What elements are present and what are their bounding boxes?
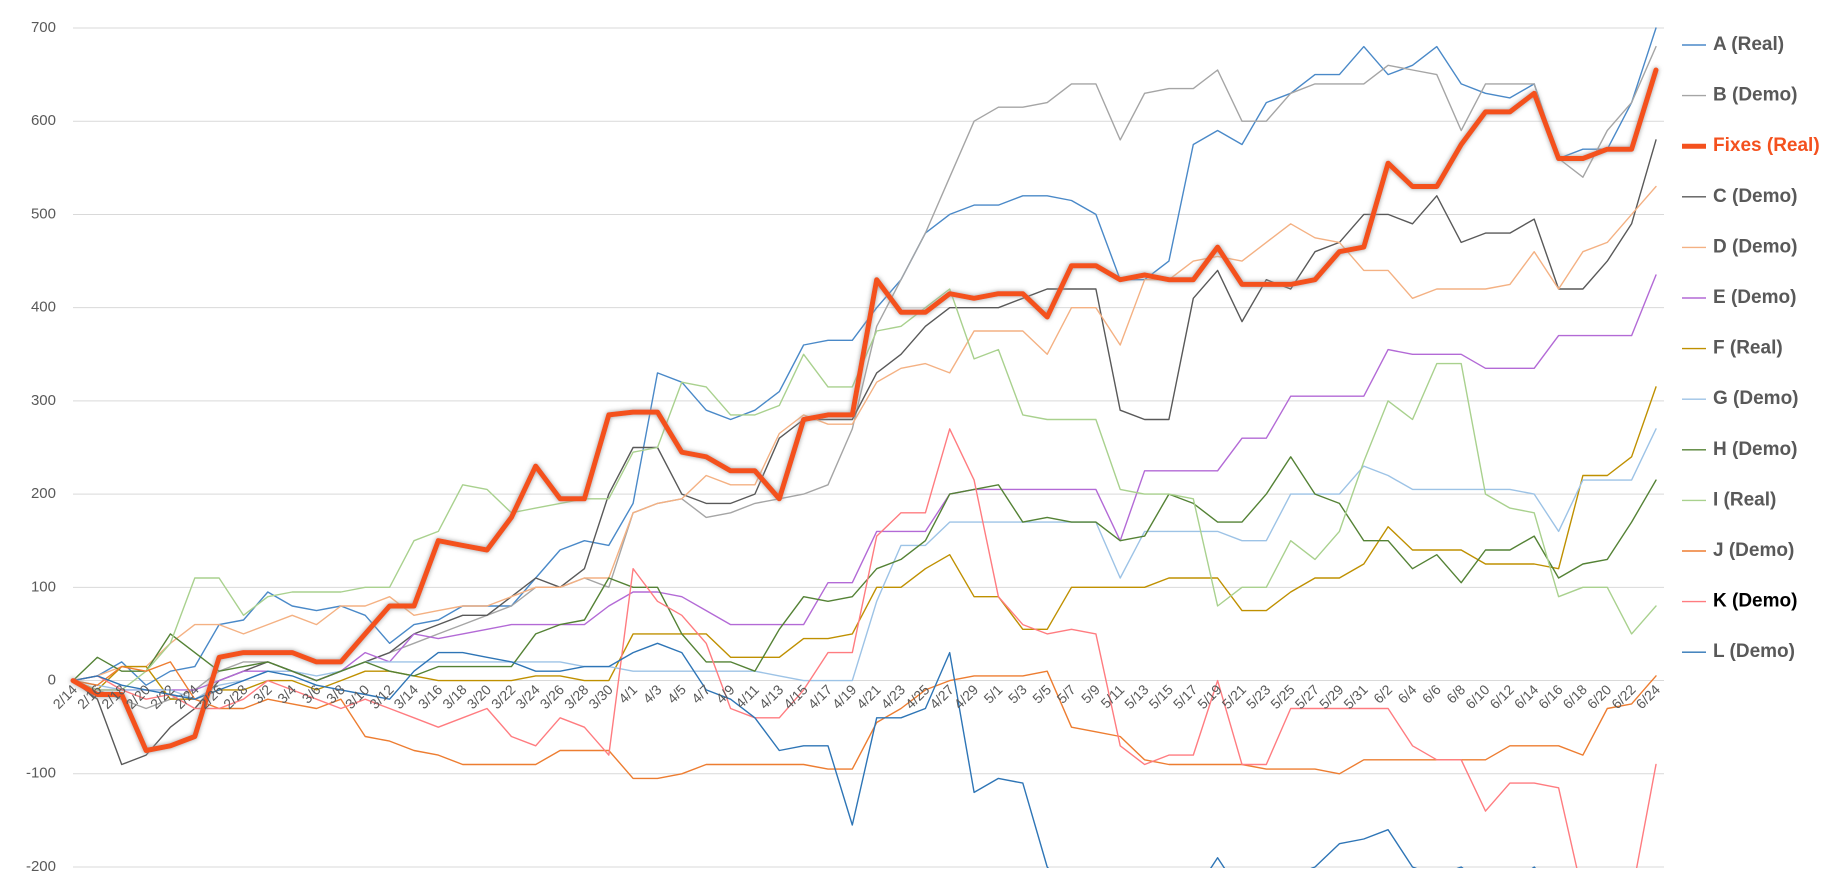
series-line	[72, 185, 1657, 682]
x-tick-label: 4/11	[732, 681, 762, 711]
x-tick-label: 4/25	[902, 681, 933, 712]
legend-label: F (Real)	[1713, 338, 1783, 359]
x-tick-label: 3/12	[366, 681, 397, 712]
x-tick-label: 4/7	[688, 681, 713, 706]
legend-label: D (Demo)	[1713, 236, 1797, 257]
y-tick-label: 400	[31, 299, 56, 316]
y-tick-label: 100	[31, 578, 56, 595]
x-tick-label: 6/6	[1419, 681, 1444, 706]
x-tick-label: 6/16	[1535, 681, 1566, 712]
x-tick-label: 4/13	[756, 681, 787, 712]
x-tick-label: 6/10	[1462, 681, 1493, 712]
legend: A (Real) B (Demo) Fixes (Real) C (Demo) D (D…	[1682, 34, 1820, 662]
x-tick-label: 5/13	[1121, 681, 1152, 712]
x-tick-label: 4/23	[878, 681, 909, 712]
y-tick-label: -200	[26, 858, 56, 875]
x-tick-label: 3/24	[512, 681, 543, 712]
legend-label: I (Real)	[1713, 489, 1776, 510]
x-tick-label: 3/26	[537, 681, 568, 712]
legend-label: A (Real)	[1713, 34, 1784, 55]
series-line	[72, 642, 1536, 868]
x-tick-label: 5/15	[1145, 681, 1176, 712]
y-tick-label: 600	[31, 112, 56, 129]
y-tick-label: 700	[31, 19, 56, 36]
legend-label: C (Demo)	[1713, 186, 1797, 207]
x-tick-label: 4/1	[615, 681, 640, 706]
x-tick-label: 3/14	[390, 681, 421, 712]
x-tick-label: 3/20	[464, 681, 495, 712]
legend-label: J (Demo)	[1713, 540, 1794, 561]
x-tick-label: 5/31	[1340, 681, 1371, 712]
series-line	[72, 456, 1657, 682]
series-line	[72, 661, 1657, 780]
x-tick-label: 4/3	[640, 681, 665, 706]
legend-label: E (Demo)	[1713, 287, 1796, 308]
legend-label: H (Demo)	[1713, 439, 1797, 460]
y-tick-label: 500	[31, 205, 56, 222]
grid	[73, 27, 1664, 868]
x-tick-label: 5/27	[1292, 681, 1323, 712]
y-tick-label: 0	[48, 672, 56, 689]
legend-label: K (Demo)	[1713, 591, 1797, 612]
legend-label: B (Demo)	[1713, 85, 1797, 106]
series-line	[72, 428, 1657, 700]
x-tick-label: 6/2	[1370, 681, 1395, 706]
x-tick-label: 6/12	[1486, 681, 1517, 712]
x-tick-label: 6/24	[1633, 681, 1664, 712]
series-line	[72, 386, 1657, 700]
x-tick-label: 4/21	[853, 681, 884, 712]
y-tick-label: 200	[31, 485, 56, 502]
x-tick-label: 5/19	[1194, 681, 1225, 712]
y-tick-label: 300	[31, 392, 56, 409]
plot-area	[70, 27, 1659, 868]
x-tick-label: 3/22	[488, 681, 519, 712]
x-tick-label: 3/30	[585, 681, 616, 712]
x-tick-label: 4/27	[926, 681, 957, 712]
legend-label: L (Demo)	[1713, 641, 1795, 662]
x-tick-label: 5/3	[1005, 681, 1030, 706]
x-tick-label: 6/4	[1395, 681, 1420, 706]
x-tick-label: 5/7	[1054, 681, 1079, 706]
x-tick-label: 5/23	[1243, 681, 1274, 712]
series-line	[70, 67, 1659, 753]
x-tick-label: 3/2	[250, 681, 275, 706]
x-tick-label: 6/18	[1559, 681, 1590, 712]
x-tick-label: 5/1	[980, 681, 1005, 706]
y-tick-label: -100	[26, 765, 56, 782]
x-tick-label: 4/5	[664, 681, 689, 706]
x-tick-label: 3/18	[439, 681, 470, 712]
x-tick-label: 2/24	[171, 681, 202, 712]
x-tick-label: 5/25	[1267, 681, 1298, 712]
x-tick-label: 5/21	[1219, 681, 1250, 712]
legend-label: Fixes (Real)	[1713, 135, 1820, 156]
x-tick-label: 3/28	[561, 681, 592, 712]
x-tick-label: 5/5	[1029, 681, 1054, 706]
series-line	[72, 27, 1657, 686]
x-tick-label: 3/16	[415, 681, 446, 712]
series-line	[72, 428, 1657, 868]
x-tick-label: 4/19	[829, 681, 860, 712]
series-line	[72, 139, 1657, 766]
x-tick-label: 6/14	[1511, 681, 1542, 712]
x-tick-label: 5/29	[1316, 681, 1347, 712]
x-tick-label: 2/22	[147, 681, 178, 712]
legend-label: G (Demo)	[1713, 388, 1799, 409]
x-tick-label: 5/11	[1097, 681, 1127, 711]
x-tick-label: 4/17	[805, 681, 836, 712]
x-tick-label: 5/17	[1170, 681, 1201, 712]
